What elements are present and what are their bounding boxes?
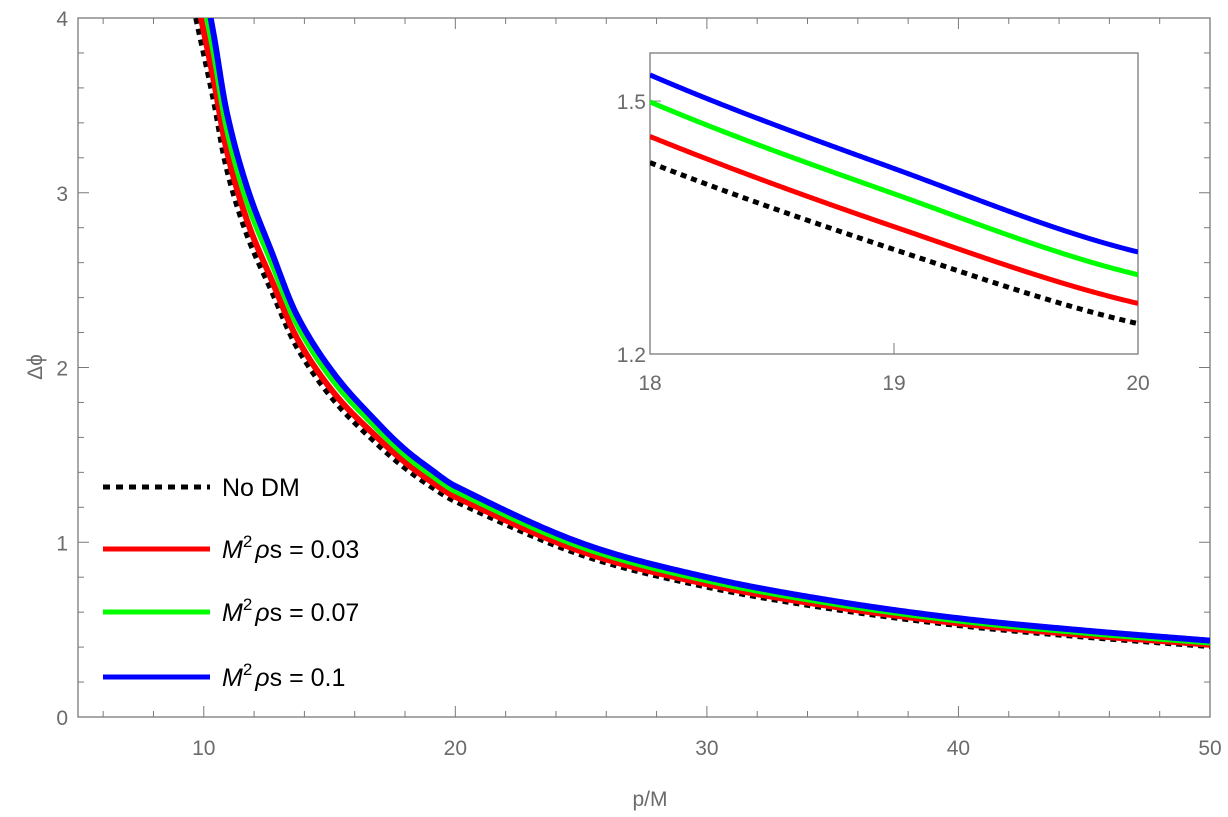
legend-rho: ρ xyxy=(254,599,269,627)
main-y-tick-label: 1 xyxy=(56,532,68,555)
legend-sup: 2 xyxy=(243,660,252,679)
legend-label-2: M2 ρs = 0.07 xyxy=(222,595,359,627)
legend-var: M xyxy=(222,536,243,564)
series-line-3 xyxy=(207,18,1210,644)
legend-rest: s = 0.1 xyxy=(270,664,346,692)
main-y-tick-label: 0 xyxy=(56,707,68,730)
legend-label-1: M2 ρs = 0.03 xyxy=(222,532,359,564)
legend-label-3: M2 ρs = 0.1 xyxy=(222,660,345,692)
legend-var: M xyxy=(222,664,243,692)
main-x-tick-label: 30 xyxy=(695,737,718,760)
inset-axes: 18 19 20 1.2 1.5 xyxy=(617,52,1150,395)
y-axis-label: Δϕ xyxy=(24,354,47,380)
legend-sup: 2 xyxy=(243,532,252,551)
inset-x-tick-label: 19 xyxy=(882,372,905,395)
legend-var: M xyxy=(222,599,243,627)
x-axis-label: p/M xyxy=(632,788,667,811)
series-line-2 xyxy=(650,99,1138,278)
legend-sup: 2 xyxy=(243,595,252,614)
inset-y-tick-label: 1.5 xyxy=(617,91,646,114)
series-line-0 xyxy=(193,18,1210,650)
main-y-tick-label: 3 xyxy=(56,183,68,206)
legend-rho: ρ xyxy=(254,536,269,564)
series-line-0 xyxy=(650,160,1138,327)
inset-frame xyxy=(649,52,1139,355)
main-y-tick-label: 4 xyxy=(56,8,68,31)
legend-rest: No DM xyxy=(222,474,300,502)
main-y-tick-label: 2 xyxy=(56,358,68,381)
main-series xyxy=(193,18,1210,650)
legend-rho: ρ xyxy=(254,664,269,692)
series-line-3 xyxy=(650,72,1138,255)
series-line-1 xyxy=(650,134,1138,306)
legend-rest: s = 0.03 xyxy=(270,536,360,564)
inset-x-tick-label: 18 xyxy=(638,372,661,395)
main-axes: 10 20 30 40 50 0 1 2 3 4 xyxy=(56,8,1221,760)
inset-x-tick-label: 20 xyxy=(1126,372,1149,395)
legend-rest: s = 0.07 xyxy=(270,599,360,627)
main-x-tick-label: 10 xyxy=(192,737,215,760)
main-x-tick-label: 40 xyxy=(947,737,970,760)
main-x-tick-label: 20 xyxy=(444,737,467,760)
inset-y-tick-label: 1.2 xyxy=(617,344,646,367)
inset-series xyxy=(650,72,1138,327)
legend-label-0: No DM xyxy=(222,474,300,502)
main-x-tick-label: 50 xyxy=(1198,737,1221,760)
